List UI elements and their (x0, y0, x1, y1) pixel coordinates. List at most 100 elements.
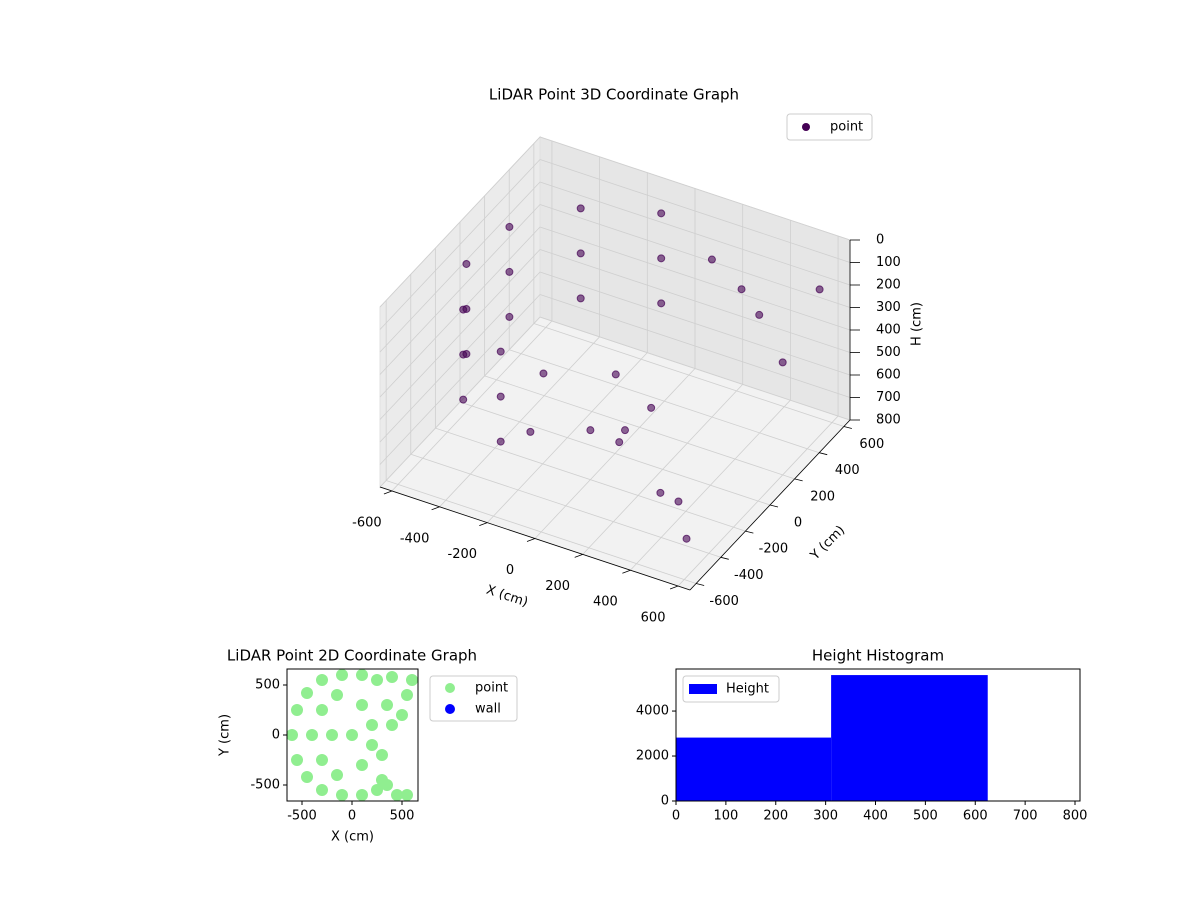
x-tick (431, 506, 440, 511)
legend-box (786, 113, 873, 141)
point (657, 299, 666, 308)
grid-line (539, 204, 851, 308)
legend-label: wall (475, 702, 501, 717)
point (336, 669, 348, 681)
point (386, 719, 398, 731)
point (381, 699, 393, 711)
point (755, 310, 764, 319)
z-tick-label: 300 (876, 300, 901, 315)
legend-marker (689, 684, 717, 694)
y-tick-label: 4000 (636, 704, 669, 719)
y-tick (720, 556, 729, 560)
point (346, 729, 358, 741)
grid-line (459, 401, 771, 506)
legend-label: point (830, 120, 863, 135)
point (737, 285, 746, 294)
point (316, 704, 328, 716)
y-tick-label: 600 (859, 437, 884, 452)
x-tick-label: 600 (963, 809, 988, 824)
z-tick-label: 0 (876, 233, 884, 248)
y-tick-label: 0 (794, 516, 802, 531)
point (301, 771, 313, 783)
chart-title: Height Histogram (812, 647, 944, 665)
z-tick-label: 800 (876, 413, 901, 428)
x-axis-line (379, 486, 691, 591)
y-axis-label: Y (cm) (218, 714, 233, 757)
y-tick (819, 452, 828, 456)
x-tick (383, 490, 393, 495)
x-tick (479, 522, 488, 527)
legend-label: point (475, 681, 508, 696)
point (366, 719, 378, 731)
point (316, 754, 328, 766)
grid-line (379, 249, 541, 420)
point (331, 769, 343, 781)
point (496, 437, 505, 446)
z-tick-label: 100 (876, 255, 901, 270)
x-tick-label: -600 (352, 515, 382, 530)
point (496, 392, 505, 401)
x-tick-label: 800 (1063, 809, 1088, 824)
grid-line (484, 375, 795, 480)
y-axis-label: Y (cm) (807, 523, 848, 564)
x-tick-label: 0 (672, 809, 680, 824)
grid-line (379, 159, 541, 330)
point (496, 347, 505, 356)
x-tick-label: 200 (545, 579, 570, 594)
grid-line (379, 271, 541, 443)
y-tick-label: 200 (810, 489, 835, 504)
x-tick-label: -400 (400, 531, 430, 546)
x-axis-label: X (cm) (484, 583, 530, 611)
grid-line (533, 323, 844, 427)
point (401, 789, 413, 801)
x-tick-label: 600 (641, 611, 666, 626)
y-tick-label: -600 (709, 594, 739, 609)
point (462, 304, 471, 313)
point (657, 209, 666, 218)
z-axis-label: H (cm) (910, 302, 925, 346)
x-tick-label: 400 (593, 595, 618, 610)
x-tick-label: 200 (763, 809, 788, 824)
point (657, 254, 666, 263)
grid-line (410, 453, 721, 558)
y-tick-label: 500 (255, 678, 280, 693)
point (621, 426, 629, 435)
point (576, 294, 585, 303)
x-tick-label: 700 (1013, 809, 1038, 824)
grid-line (379, 226, 541, 398)
y-tick (696, 583, 705, 586)
x-tick-label: -500 (287, 809, 317, 824)
grid-line (539, 136, 851, 241)
y-tick (794, 478, 803, 482)
point (331, 689, 343, 701)
x-axis-label: X (cm) (331, 830, 374, 845)
point (505, 222, 514, 231)
y-tick-label: 400 (835, 463, 860, 478)
x-tick (669, 585, 679, 590)
grid-line (539, 271, 851, 376)
grid-line (386, 480, 697, 584)
point (526, 427, 535, 436)
x-tick (574, 553, 583, 558)
x-tick-label: 0 (506, 563, 514, 578)
grid-line (379, 204, 541, 375)
point (326, 729, 338, 741)
grid-line (539, 159, 851, 263)
point (306, 729, 318, 741)
point (586, 426, 595, 435)
point (371, 674, 383, 686)
point (647, 403, 656, 412)
y-tick (843, 426, 852, 429)
grid-line (509, 349, 820, 454)
grid-line (539, 181, 851, 286)
point (291, 704, 303, 716)
x-tick-label: 300 (813, 809, 838, 824)
grid-line (539, 316, 851, 421)
z-tick-label: 600 (876, 368, 901, 383)
legend-marker (445, 683, 455, 693)
x-tick (526, 538, 536, 542)
point (381, 779, 393, 791)
bar (676, 737, 832, 801)
